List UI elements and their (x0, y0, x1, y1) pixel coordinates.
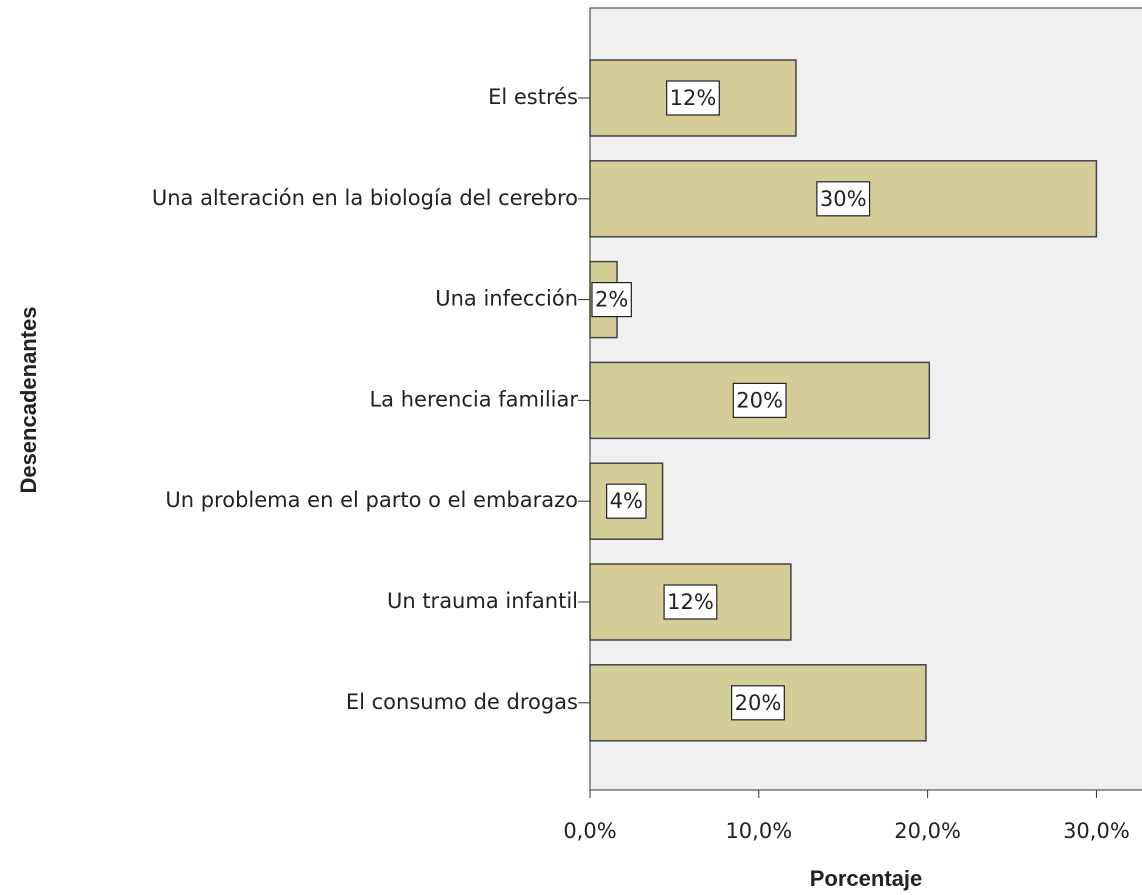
y-tick-label: Un problema en el parto o el embarazo (165, 488, 578, 512)
value-label-box (663, 584, 718, 620)
value-label: 12% (670, 86, 717, 110)
y-tick-label: Una infección (435, 287, 578, 311)
value-label-box (606, 483, 647, 519)
value-label-box (816, 181, 871, 217)
value-label: 20% (736, 388, 783, 412)
value-label: 2% (595, 288, 628, 312)
value-label-box (666, 80, 720, 116)
y-tick-label: El estrés (488, 85, 578, 109)
value-label: 12% (667, 590, 714, 614)
value-label-box (731, 685, 785, 721)
y-tick-label: Una alteración en la biología del cerebr… (152, 186, 578, 210)
x-tick-label: 20,0% (894, 819, 961, 843)
y-tick-label: El consumo de drogas (346, 690, 578, 714)
value-label: 20% (735, 691, 782, 715)
bar (589, 59, 797, 137)
x-axis-title: Porcentaje (810, 866, 923, 891)
x-tick-label: 10,0% (725, 819, 792, 843)
x-tick-label: 30,0% (1063, 819, 1130, 843)
y-axis-title: Desencadenantes (16, 306, 41, 493)
value-label-box (591, 282, 632, 318)
value-label: 30% (820, 187, 867, 211)
y-tick-label: Un trauma infantil (387, 589, 578, 613)
y-tick-label: La herencia familiar (369, 387, 578, 411)
value-label: 4% (610, 489, 643, 513)
x-tick-label: 0,0% (563, 819, 616, 843)
value-label-box (732, 382, 787, 418)
